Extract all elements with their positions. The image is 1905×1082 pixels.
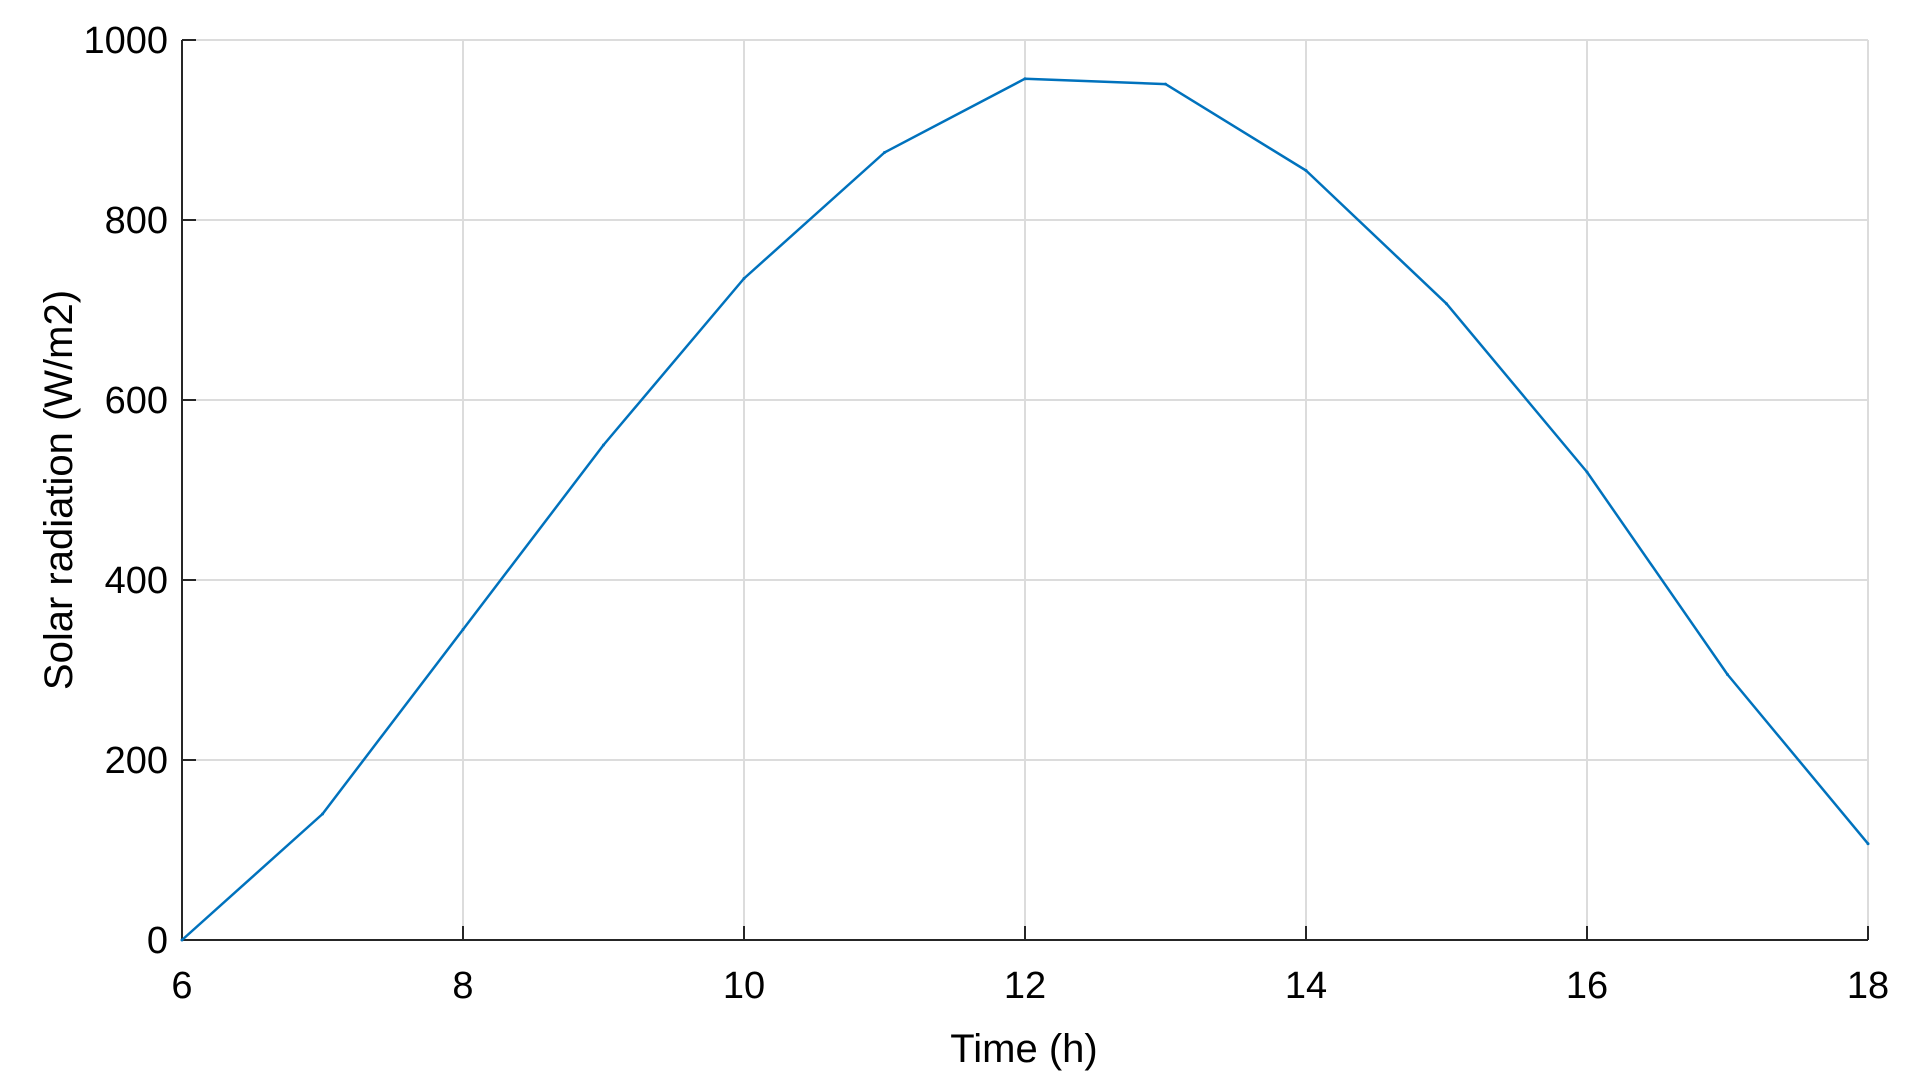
data-point (1445, 302, 1448, 306)
plot-border (182, 39, 1869, 940)
data-point (321, 812, 324, 816)
y-tick-label: 200 (105, 740, 168, 782)
axes: 6 8 10 12 14 16 18 0 200 400 600 800 1000 (83, 20, 1889, 1007)
y-axis-label: Solar radiation (W/m2) (37, 290, 81, 690)
x-tick-label: 12 (1004, 965, 1046, 1007)
y-tick-label: 0 (147, 920, 168, 962)
data-point (1164, 82, 1167, 86)
data-point (883, 151, 886, 154)
data-point (1585, 470, 1589, 474)
series-group (180, 77, 1870, 942)
y-tick-label: 800 (105, 200, 168, 242)
data-point (1866, 842, 1870, 846)
x-tick-label: 10 (723, 965, 765, 1007)
axis-labels: Time (h) Solar radiation (W/m2) (37, 290, 1098, 1071)
x-tick-label: 18 (1847, 965, 1889, 1007)
data-point (602, 443, 605, 447)
data-point (1023, 77, 1027, 81)
data-point (742, 277, 746, 280)
x-tick-label: 16 (1566, 965, 1608, 1007)
data-point (1726, 673, 1729, 676)
data-point (1304, 169, 1308, 172)
grid-lines (182, 40, 1868, 940)
x-tick-label: 14 (1285, 965, 1327, 1007)
x-tick-label: 6 (171, 965, 192, 1007)
data-point (180, 938, 184, 942)
y-tick-label: 1000 (83, 20, 168, 62)
x-axis-label: Time (h) (950, 1027, 1097, 1071)
y-tick-label: 400 (105, 560, 168, 602)
data-point (461, 628, 465, 631)
x-tick-label: 8 (452, 965, 473, 1007)
y-tick-label: 600 (105, 380, 168, 422)
